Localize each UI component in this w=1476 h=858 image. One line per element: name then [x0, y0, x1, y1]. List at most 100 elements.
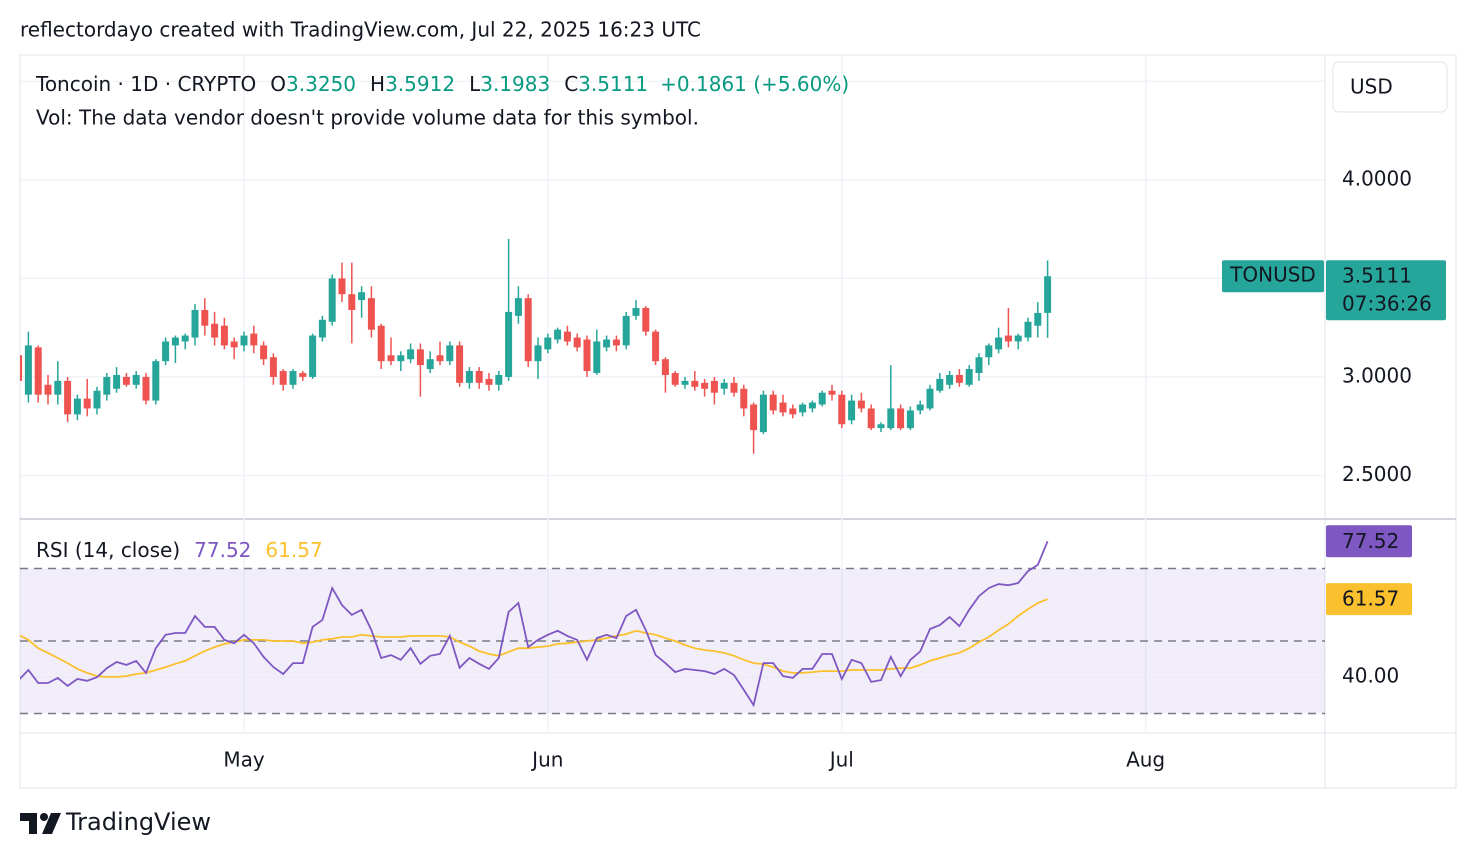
- candle-body: [867, 408, 875, 429]
- candle-body: [573, 337, 581, 348]
- candle-body: [916, 404, 924, 411]
- candle-body: [64, 380, 72, 415]
- candle-body: [906, 410, 914, 429]
- x-tick-label: May: [223, 748, 265, 772]
- candle-body: [103, 376, 111, 395]
- logo-part: [40, 813, 48, 821]
- legend-key: C: [564, 72, 578, 96]
- legend-high: 3.5912: [385, 72, 455, 96]
- x-tick-label: Jun: [530, 748, 563, 772]
- candle-body: [211, 323, 219, 338]
- candle-body: [583, 339, 591, 372]
- candle-body: [1014, 335, 1022, 342]
- candle-body: [54, 380, 62, 395]
- rsi-tag: 61.57: [1342, 587, 1399, 611]
- legend-key: L: [469, 72, 481, 96]
- candle-body: [544, 337, 552, 350]
- candle-body: [289, 371, 297, 385]
- candle-body: [407, 349, 415, 360]
- attribution: reflectordayo created with TradingView.c…: [20, 18, 701, 42]
- candle-body: [279, 371, 287, 385]
- candle-body: [1044, 276, 1052, 313]
- brand-logo: [20, 813, 61, 834]
- candle-body: [299, 372, 307, 377]
- candle-body: [632, 307, 640, 316]
- candle-body: [113, 374, 121, 389]
- currency-button[interactable]: [1332, 61, 1448, 113]
- candle-body: [612, 339, 620, 346]
- candle-body: [456, 345, 464, 383]
- candle-body: [701, 382, 709, 389]
- legend-open: 3.3250: [286, 72, 356, 96]
- candle-body: [671, 372, 679, 385]
- candle-body: [465, 371, 473, 383]
- candle-body: [946, 374, 954, 385]
- candle-body: [416, 349, 424, 366]
- rsi-line: [20, 598, 1048, 678]
- y-tick-label: 4.0000: [1342, 166, 1412, 190]
- candle-body: [260, 345, 268, 360]
- candle-body: [985, 345, 993, 358]
- symbol-tag: TONUSD: [1229, 263, 1316, 287]
- candle-body: [554, 329, 562, 340]
- logo-part: [20, 813, 37, 834]
- candle-body: [191, 309, 199, 338]
- candle-body: [828, 390, 836, 395]
- legend-symbol: Toncoin · 1D · CRYPTO: [35, 72, 256, 96]
- candle-body: [926, 388, 934, 409]
- y-tick-label: 3.0000: [1342, 363, 1412, 387]
- candle-body: [838, 394, 846, 425]
- candle-body: [789, 408, 797, 415]
- logo-part: [42, 813, 61, 834]
- x-tick-label: Jul: [828, 748, 854, 772]
- symbol-tag-box: [1222, 260, 1324, 293]
- candle-body: [495, 374, 503, 385]
- candle-body: [367, 298, 375, 330]
- currency[interactable]: USD: [1350, 75, 1393, 99]
- candle-body: [1004, 335, 1012, 342]
- candle-body: [338, 278, 346, 295]
- candle-body: [358, 292, 366, 301]
- candle-body: [995, 337, 1003, 350]
- candle-body: [652, 331, 660, 362]
- rsi-legend: RSI (14, close) 77.52 61.57: [36, 538, 323, 562]
- legend-change: +0.1861 (+5.60%): [660, 72, 849, 96]
- candle-body: [446, 345, 454, 362]
- candle-body: [220, 325, 228, 346]
- legend-low: 3.1983: [480, 72, 550, 96]
- candle-body: [691, 380, 699, 387]
- candle-body: [142, 376, 150, 401]
- price-tag-box: [1326, 260, 1446, 321]
- rsi-title: RSI (14, close): [36, 538, 180, 562]
- candle-body: [1034, 312, 1042, 326]
- candle-body: [603, 339, 611, 348]
- candle-body: [377, 325, 385, 362]
- candle-body: [534, 345, 542, 362]
- rsi-tag-box: [1326, 583, 1412, 616]
- candle-body: [24, 345, 32, 395]
- candle-body: [348, 294, 356, 310]
- volume-note: Vol: The data vendor doesn't provide vol…: [36, 106, 699, 130]
- candle-body: [34, 347, 42, 395]
- candle-body: [642, 307, 650, 332]
- candle-body: [720, 382, 728, 389]
- candle-body: [328, 278, 336, 322]
- candle-body: [779, 402, 787, 413]
- candle-body: [122, 376, 130, 385]
- candle-body: [230, 341, 238, 348]
- candle-body: [740, 388, 748, 409]
- candle-body: [710, 380, 718, 393]
- candle-body: [857, 400, 865, 409]
- candle-body: [887, 408, 895, 429]
- legend-close: 3.5111: [578, 72, 648, 96]
- candle-body: [397, 355, 405, 362]
- rsi-line: [20, 540, 1049, 708]
- rsi-tag: 77.52: [1342, 529, 1399, 553]
- candle-body: [475, 371, 483, 383]
- candle-body: [877, 424, 885, 429]
- candle-body: [181, 335, 189, 342]
- candle-body: [73, 398, 81, 415]
- candle-body: [848, 400, 856, 421]
